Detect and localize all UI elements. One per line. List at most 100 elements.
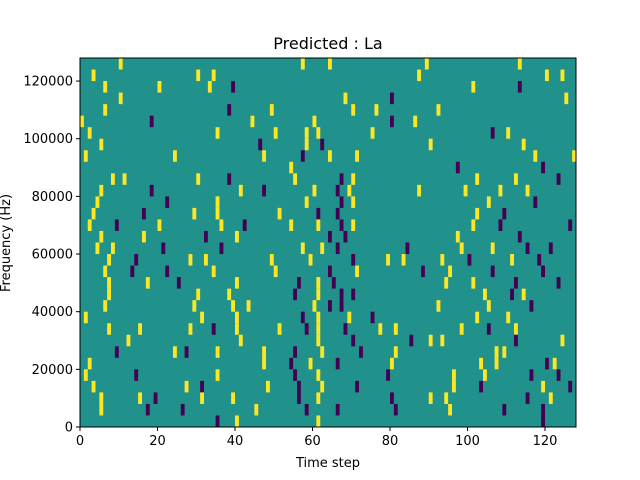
- heatmap-cell: [436, 300, 441, 312]
- heatmap-cell: [161, 242, 166, 255]
- heatmap-cell: [200, 392, 204, 404]
- heatmap-cell: [335, 357, 340, 370]
- heatmap-cell: [99, 184, 104, 197]
- heatmap-cell: [300, 311, 305, 324]
- heatmap-cell: [339, 173, 344, 185]
- heatmap-cell: [335, 242, 340, 255]
- heatmap-cell: [312, 184, 317, 197]
- heatmap-cell: [277, 323, 282, 335]
- heatmap-cell: [262, 150, 266, 162]
- heatmap-cell: [378, 323, 383, 335]
- heatmap-cell: [107, 323, 111, 335]
- heatmap-cell: [328, 150, 332, 162]
- x-axis: 0 20 40 60 80 100 120: [76, 427, 558, 449]
- heatmap-cell: [215, 346, 220, 358]
- heatmap-cell: [514, 173, 518, 185]
- heatmap-cell: [529, 300, 534, 312]
- heatmap-cell: [506, 311, 511, 324]
- heatmap-cell: [459, 323, 464, 335]
- heatmap-cell: [351, 173, 356, 185]
- heatmap-cell: [122, 173, 127, 185]
- heatmap-cell: [227, 288, 232, 301]
- heatmap-cell: [231, 392, 235, 404]
- heatmap-cell: [328, 300, 332, 312]
- heatmap-cell: [471, 81, 476, 93]
- heatmap-cell: [448, 265, 452, 278]
- heatmap-cell: [556, 173, 561, 185]
- heatmap-cells: [80, 58, 576, 427]
- heatmap-cell: [502, 207, 507, 220]
- heatmap-cell: [246, 300, 251, 312]
- heatmap-cell: [479, 357, 483, 370]
- x-tick-label: 120: [533, 434, 558, 449]
- heatmap-cell: [95, 242, 100, 255]
- heatmap-cell: [440, 334, 445, 347]
- heatmap-cell: [556, 369, 561, 381]
- heatmap-cell: [316, 311, 321, 324]
- x-axis-label: Time step: [295, 456, 360, 471]
- plot-area: [79, 57, 577, 428]
- heatmap-cell: [316, 219, 321, 231]
- heatmap-cell: [262, 357, 266, 370]
- heatmap-cell: [483, 369, 487, 381]
- heatmap-cell: [351, 288, 356, 301]
- heatmap-cell: [204, 254, 208, 266]
- heatmap-cell: [211, 265, 216, 278]
- heatmap-cell: [343, 92, 348, 105]
- heatmap-cell: [87, 357, 92, 370]
- heatmap-cell: [483, 288, 487, 301]
- heatmap-cell: [215, 127, 220, 139]
- heatmap-cell: [173, 150, 177, 162]
- heatmap-cell: [506, 127, 511, 139]
- heatmap-cell: [525, 184, 530, 197]
- heatmap-cell: [192, 300, 197, 312]
- heatmap-cell: [328, 265, 332, 278]
- heatmap-cell: [196, 288, 201, 301]
- heatmap-cell: [134, 254, 139, 266]
- heatmap-cell: [242, 219, 247, 231]
- heatmap-cell: [417, 184, 421, 197]
- heatmap-cell: [95, 196, 100, 208]
- heatmap-cell: [541, 403, 545, 416]
- heatmap-cell: [99, 392, 104, 404]
- heatmap-cell: [370, 311, 375, 324]
- heatmap-cell: [184, 380, 189, 393]
- heatmap-cell: [297, 380, 301, 393]
- heatmap-cell: [405, 242, 410, 255]
- heatmap-cell: [568, 219, 573, 231]
- heatmap-cell: [149, 184, 154, 197]
- y-axis-label: Frequency (Hz): [0, 194, 14, 292]
- heatmap-cell: [316, 415, 321, 427]
- heatmap-cell: [328, 230, 332, 243]
- heatmap-cell: [475, 173, 480, 185]
- heatmap-cell: [289, 357, 294, 370]
- heatmap-cell: [498, 184, 503, 197]
- heatmap-cell: [262, 346, 266, 358]
- heatmap-cell: [107, 254, 111, 266]
- heatmap-cell: [269, 104, 274, 116]
- heatmap-cell: [339, 300, 344, 312]
- heatmap-cell: [568, 380, 573, 393]
- heatmap-cell: [541, 265, 545, 278]
- y-tick-label: 120000: [23, 75, 73, 90]
- heatmap-cell: [413, 115, 418, 128]
- heatmap-cell: [87, 127, 92, 139]
- heatmap-cell: [545, 69, 549, 82]
- heatmap-cell: [165, 265, 170, 278]
- heatmap-cell: [335, 403, 340, 416]
- heatmap-cell: [227, 173, 232, 185]
- heatmap-cell: [537, 254, 542, 266]
- heatmap-cell: [517, 58, 522, 70]
- heatmap-cell: [238, 184, 243, 197]
- heatmap-cell: [343, 323, 348, 335]
- heatmap-cell: [351, 196, 356, 208]
- heatmap-cell: [475, 207, 480, 220]
- heatmap-cell: [436, 104, 441, 116]
- heatmap-cell: [262, 184, 266, 197]
- heatmap-cell: [99, 230, 104, 243]
- heatmap-cell: [316, 323, 321, 335]
- heatmap-cell: [560, 69, 565, 82]
- heatmap-cell: [215, 415, 220, 427]
- heatmap-cell: [510, 254, 514, 266]
- heatmap-cell: [533, 150, 538, 162]
